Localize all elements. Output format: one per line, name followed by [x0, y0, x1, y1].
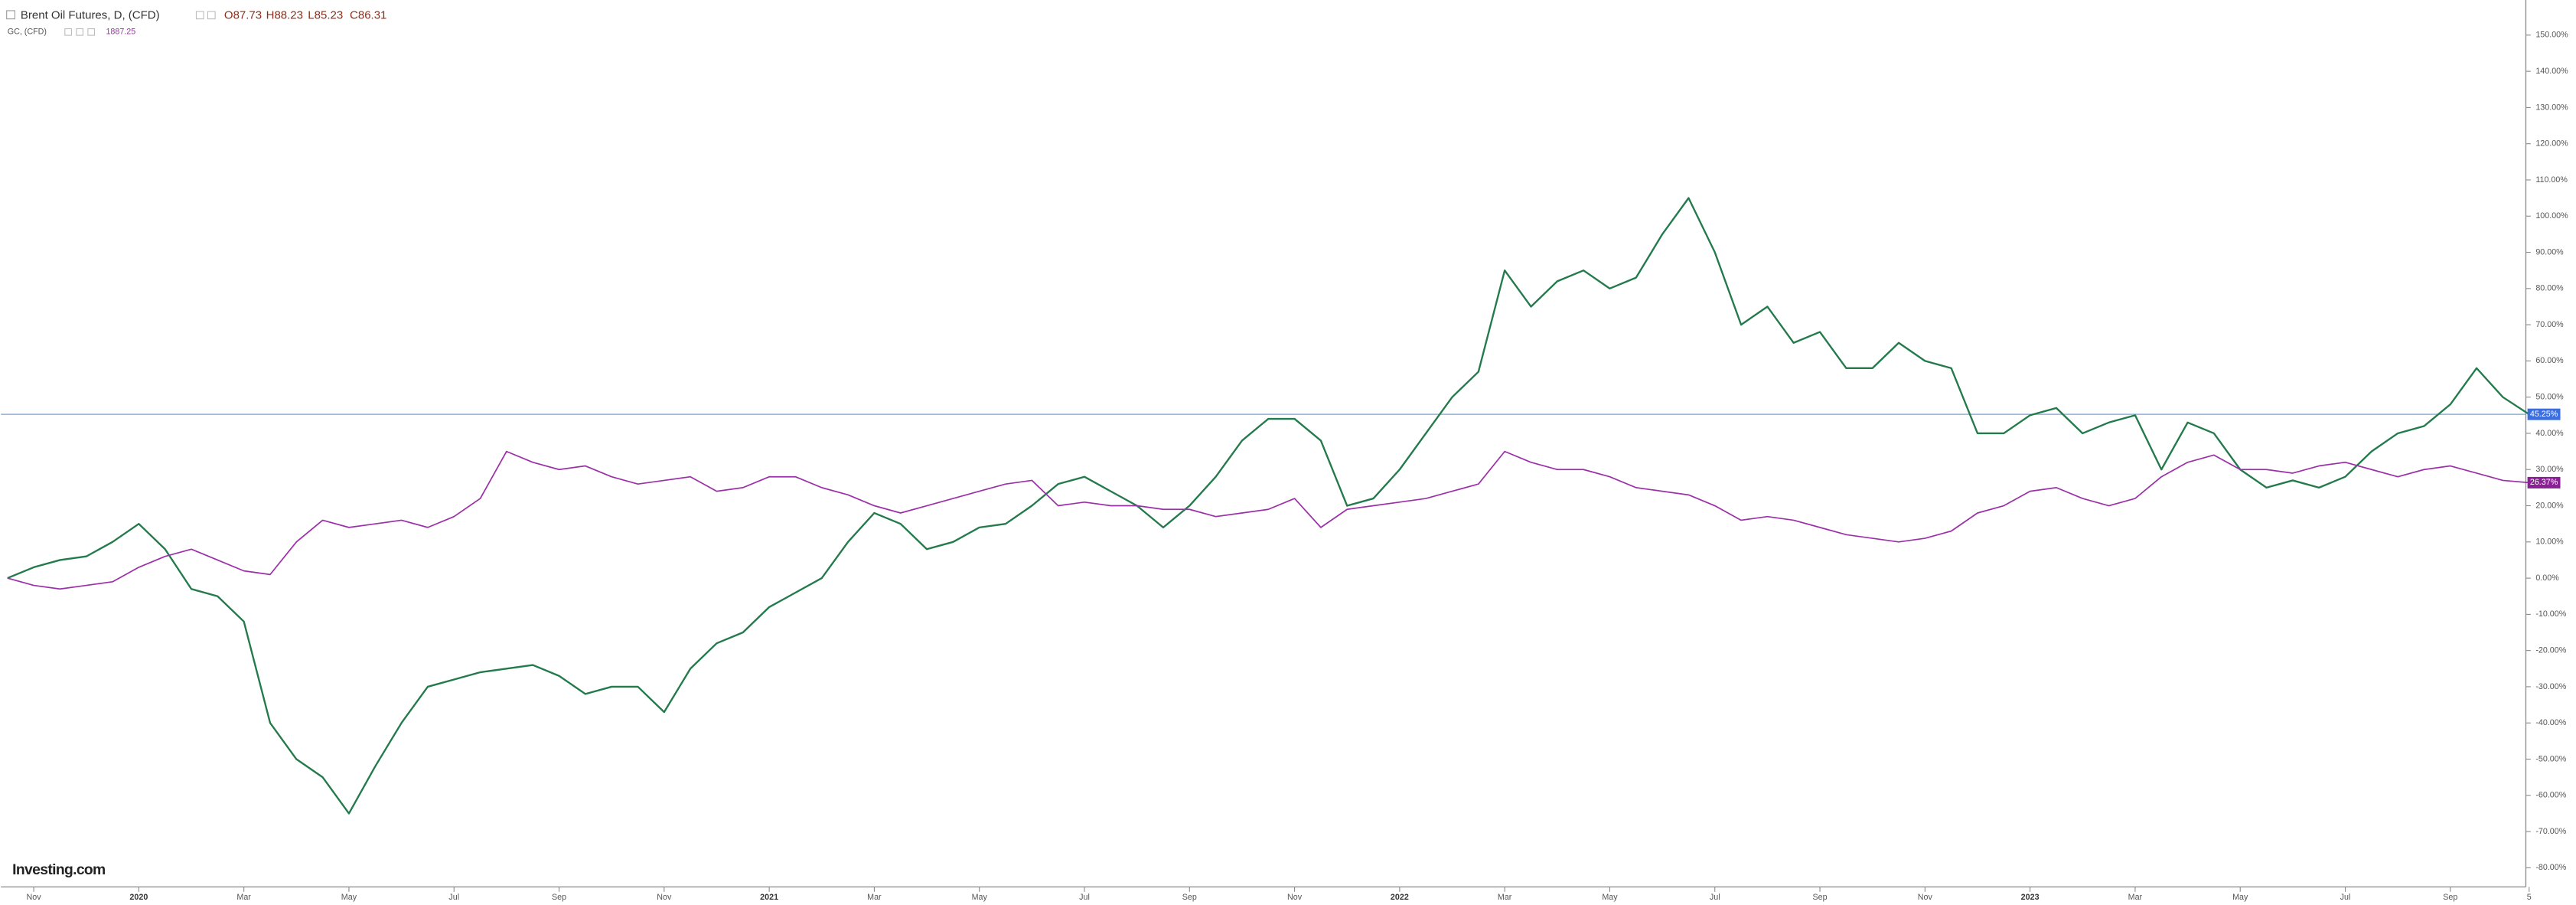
y-tick-label: 10.00% — [2535, 537, 2564, 547]
series-line — [7, 450, 2529, 590]
y-tick-label: -10.00% — [2535, 609, 2566, 619]
x-tick-label: 2021 — [760, 893, 778, 902]
ohlc-value: H88.23 — [266, 8, 303, 21]
x-tick-label: Nov — [1287, 893, 1303, 902]
last-value-label: 45.25% — [2530, 410, 2558, 419]
y-tick-label: -50.00% — [2535, 754, 2566, 763]
y-tick-label: 90.00% — [2535, 247, 2564, 256]
y-tick-label: 130.00% — [2535, 103, 2568, 112]
x-tick-label: Mar — [1498, 893, 1512, 902]
y-tick-label: 30.00% — [2535, 465, 2564, 474]
x-tick-label: May — [1602, 893, 1618, 902]
y-tick-label: -30.00% — [2535, 682, 2566, 691]
x-tick-label: Sep — [1182, 893, 1197, 902]
x-tick-label: Nov — [27, 893, 42, 902]
last-value-label: 26.37% — [2530, 478, 2558, 487]
x-tick-label: 2020 — [129, 893, 148, 902]
x-tick-label: Jul — [2340, 893, 2351, 902]
legend-button[interactable] — [195, 11, 204, 20]
y-tick-label: -80.00% — [2535, 863, 2566, 872]
y-tick-label: 110.00% — [2535, 175, 2568, 185]
x-tick-label: 5 — [2527, 893, 2532, 902]
y-tick-label: 100.00% — [2535, 211, 2568, 221]
legend-gc-quote: 1887.25 — [106, 28, 135, 37]
series-line — [7, 197, 2530, 815]
x-tick-label: Sep — [552, 893, 566, 902]
legend-button[interactable] — [76, 28, 83, 36]
y-tick-label: 0.00% — [2535, 573, 2559, 583]
y-tick-label: 140.00% — [2535, 67, 2568, 76]
legend-main: Brent Oil Futures, D, (CFD) — [21, 8, 160, 21]
ohlc-group: O87.73 H88.23 L85.23 C86.31 — [224, 8, 386, 21]
y-tick-label: 60.00% — [2535, 356, 2564, 365]
x-tick-label: Nov — [657, 893, 672, 902]
y-tick-label: -20.00% — [2535, 645, 2566, 655]
x-tick-label: May — [972, 893, 988, 902]
legend-button[interactable] — [87, 28, 95, 36]
ohlc-value: L85.23 — [308, 8, 343, 21]
ohlc-value: C86.31 — [350, 8, 386, 21]
collapse-icon[interactable] — [6, 10, 15, 20]
x-tick-label: Mar — [2128, 893, 2143, 902]
x-tick-label: Sep — [2443, 893, 2457, 902]
legend-gc: GC, (CFD) — [8, 28, 47, 37]
y-tick-label: 70.00% — [2535, 320, 2564, 329]
y-tick-label: 80.00% — [2535, 284, 2564, 293]
y-tick-label: -70.00% — [2535, 827, 2566, 836]
last-value-tag — [2527, 408, 2561, 420]
x-tick-label: Jul — [448, 893, 459, 902]
y-tick-label: 40.00% — [2535, 429, 2564, 438]
x-tick-label: Sep — [1813, 893, 1828, 902]
last-value-tag — [2527, 476, 2561, 488]
x-tick-label: Mar — [867, 893, 882, 902]
y-tick-label: 50.00% — [2535, 393, 2564, 402]
y-tick-label: 150.00% — [2535, 31, 2568, 40]
y-tick-label: -40.00% — [2535, 718, 2566, 727]
x-tick-label: Mar — [236, 893, 251, 902]
ohlc-value: O87.73 — [224, 8, 262, 21]
watermark: Investing.com — [12, 862, 105, 878]
x-tick-label: 2022 — [1391, 893, 1409, 902]
y-tick-label: -60.00% — [2535, 791, 2566, 800]
y-tick-label: 20.00% — [2535, 501, 2564, 510]
legend-button[interactable] — [64, 28, 72, 36]
x-tick-label: May — [341, 893, 357, 902]
legend-button[interactable] — [207, 11, 216, 20]
y-tick-label: 120.00% — [2535, 139, 2568, 149]
x-tick-label: Jul — [1079, 893, 1090, 902]
x-tick-label: 2023 — [2021, 893, 2040, 902]
x-tick-label: Nov — [1918, 893, 1933, 902]
x-tick-label: May — [2232, 893, 2248, 902]
x-tick-label: Jul — [1710, 893, 1720, 902]
